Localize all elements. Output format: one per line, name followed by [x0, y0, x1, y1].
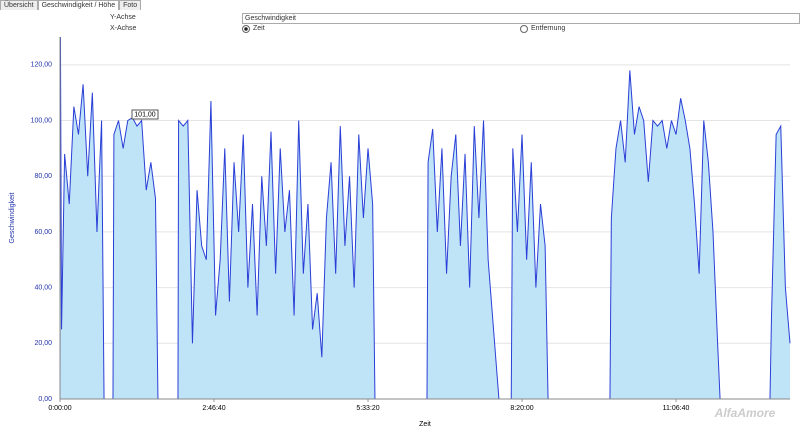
label: Y-Achse — [110, 14, 136, 21]
y-tick-label: 0,00 — [38, 396, 52, 403]
radio-label: Zeit — [253, 25, 265, 32]
tab[interactable]: Übersicht — [0, 0, 38, 10]
y-tick-label: 120,00 — [31, 62, 53, 69]
x-tick-label: 8:20:00 — [510, 405, 533, 412]
line — [59, 36, 791, 400]
radio-label: Entfernung — [531, 25, 566, 32]
y-tick-label: 60,00 — [34, 229, 52, 236]
x-tick-label: 11:06:40 — [663, 405, 690, 412]
tooltip-box — [131, 109, 159, 120]
label: X-Achse — [110, 25, 137, 32]
tab-bar: Übersicht Geschwindigkeit / Höhe Foto — [0, 0, 142, 10]
radio[interactable] — [520, 25, 528, 33]
y-tick-label: 20,00 — [34, 340, 52, 347]
x-tick-label: 5:33:20 — [356, 405, 379, 412]
watermark: AlfaAmore — [714, 406, 776, 420]
tab[interactable]: Geschwindigkeit / Höhe — [37, 0, 120, 10]
x-tick-label: 2:46:40 — [202, 405, 225, 412]
tooltip: 101,00 — [134, 111, 156, 118]
x-tick-label: 0:00:00 — [48, 405, 71, 412]
area — [60, 37, 790, 399]
y-tick-label: 40,00 — [34, 284, 52, 291]
y-axis-label: Geschwindigkeit — [9, 192, 16, 243]
x-axis-label: Zeit — [419, 421, 431, 428]
tab[interactable]: Foto — [119, 0, 142, 10]
y-tick-label: 80,00 — [34, 173, 52, 180]
y-tick-label: 100,00 — [31, 117, 53, 124]
radio-checked[interactable] — [242, 25, 250, 33]
